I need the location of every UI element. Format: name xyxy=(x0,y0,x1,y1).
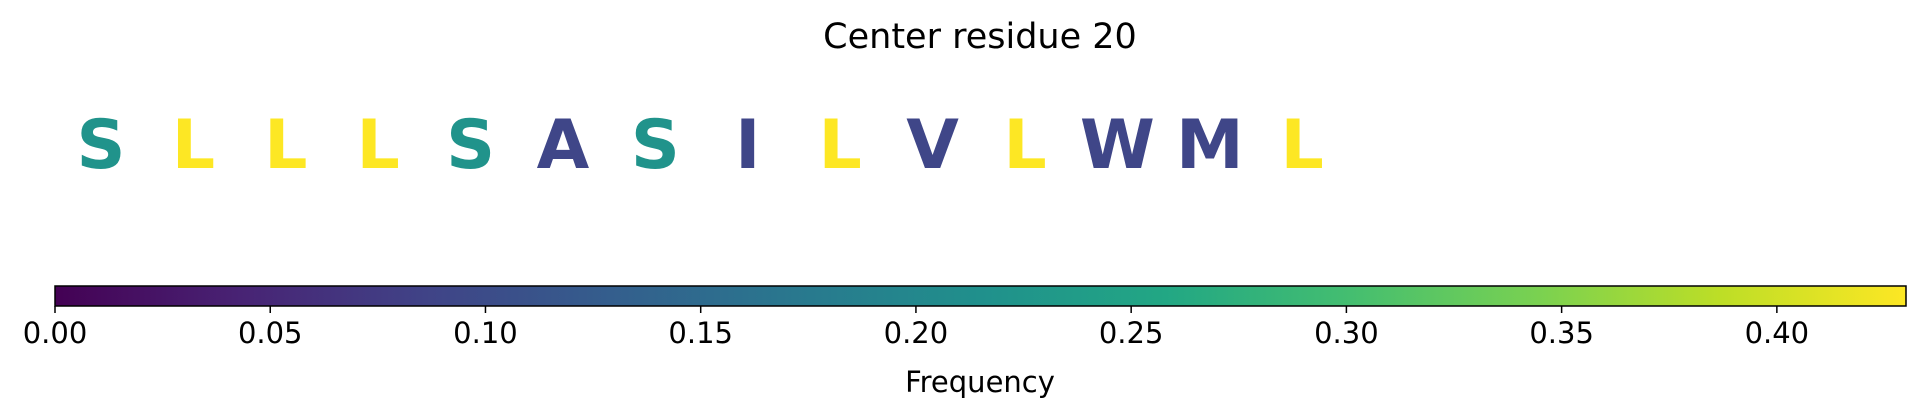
colorbar-tick-label: 0.30 xyxy=(1314,316,1379,350)
residue-letter: M xyxy=(1176,106,1244,185)
chart-title: Center residue 20 xyxy=(823,17,1137,57)
residue-letter: S xyxy=(631,106,680,185)
colorbar-tick-label: 0.05 xyxy=(238,316,303,350)
colorbar: 0.00 0.05 0.10 0.15 0.20 0.25 0.30 0.35 0.40 Fre… xyxy=(23,285,1907,399)
colorbar-tick-label: 0.10 xyxy=(453,316,518,350)
colorbar-gradient xyxy=(55,286,1906,306)
residue-letter: L xyxy=(357,106,400,185)
colorbar-ticks: 0.00 0.05 0.10 0.15 0.20 0.25 0.30 0.35 0.40 xyxy=(23,306,1809,350)
colorbar-tick-label: 0.25 xyxy=(1099,316,1164,350)
colorbar-tick-label: 0.15 xyxy=(668,316,733,350)
colorbar-tick-label: 0.40 xyxy=(1745,316,1810,350)
colorbar-label: Frequency xyxy=(905,365,1055,399)
colorbar-tick-label: 0.00 xyxy=(23,316,88,350)
colorbar-tick-label: 0.20 xyxy=(884,316,949,350)
residue-letter: L xyxy=(1003,106,1046,185)
residue-letter: L xyxy=(264,106,307,185)
residue-letter: S xyxy=(77,106,126,185)
colorbar-frame xyxy=(54,285,1907,307)
residue-letter: W xyxy=(1080,106,1155,185)
residue-letter: L xyxy=(172,106,215,185)
residue-letter: L xyxy=(1281,106,1324,185)
residue-letter: L xyxy=(819,106,862,185)
residue-letter: V xyxy=(906,106,959,185)
residue-letter: A xyxy=(537,106,590,185)
colorbar-tick-label: 0.35 xyxy=(1529,316,1594,350)
residue-letter: S xyxy=(446,106,495,185)
residue-letter: I xyxy=(735,106,760,185)
